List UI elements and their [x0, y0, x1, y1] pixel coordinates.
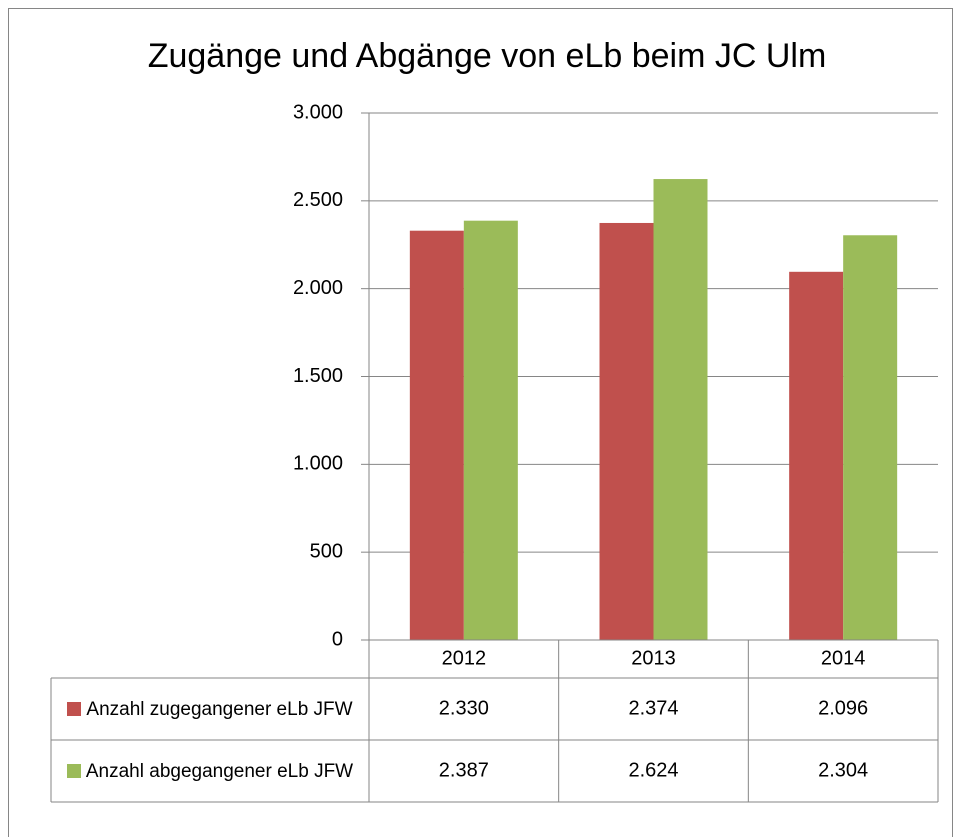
data-table-value: 2.304 — [818, 759, 868, 781]
bar — [843, 235, 898, 640]
bar — [463, 220, 518, 641]
bar — [599, 222, 654, 640]
bar — [789, 271, 844, 640]
chart-title: Zugänge und Abgänge von eLb beim JC Ulm — [148, 37, 827, 75]
legend-entry: Anzahl abgegangener eLb JFW — [51, 740, 369, 802]
x-tick-label: 2013 — [631, 647, 676, 669]
y-tick-label: 1.500 — [293, 365, 343, 387]
data-table-value: 2.330 — [439, 697, 489, 719]
data-table-value: 2.096 — [818, 697, 868, 719]
y-tick-label: 2.000 — [293, 277, 343, 299]
y-tick-label: 2.500 — [293, 189, 343, 211]
bar — [653, 179, 708, 640]
data-table-value: 2.624 — [628, 759, 678, 781]
y-tick-label: 0 — [332, 628, 343, 650]
data-table-value: 2.374 — [628, 697, 678, 719]
legend-swatch — [67, 701, 82, 716]
x-tick-label: 2014 — [821, 647, 866, 669]
y-tick-label: 1.000 — [293, 453, 343, 475]
x-tick-label: 2012 — [442, 647, 487, 669]
legend-label: Anzahl zugegangener eLb JFW — [86, 698, 353, 720]
y-tick-label: 3.000 — [293, 101, 343, 123]
data-table-value: 2.387 — [439, 759, 489, 781]
legend-label: Anzahl abgegangener eLb JFW — [85, 760, 354, 782]
legend-swatch — [66, 763, 81, 778]
legend-entry: Anzahl zugegangener eLb JFW — [51, 678, 369, 740]
bar — [409, 230, 464, 641]
y-tick-label: 500 — [310, 540, 343, 562]
